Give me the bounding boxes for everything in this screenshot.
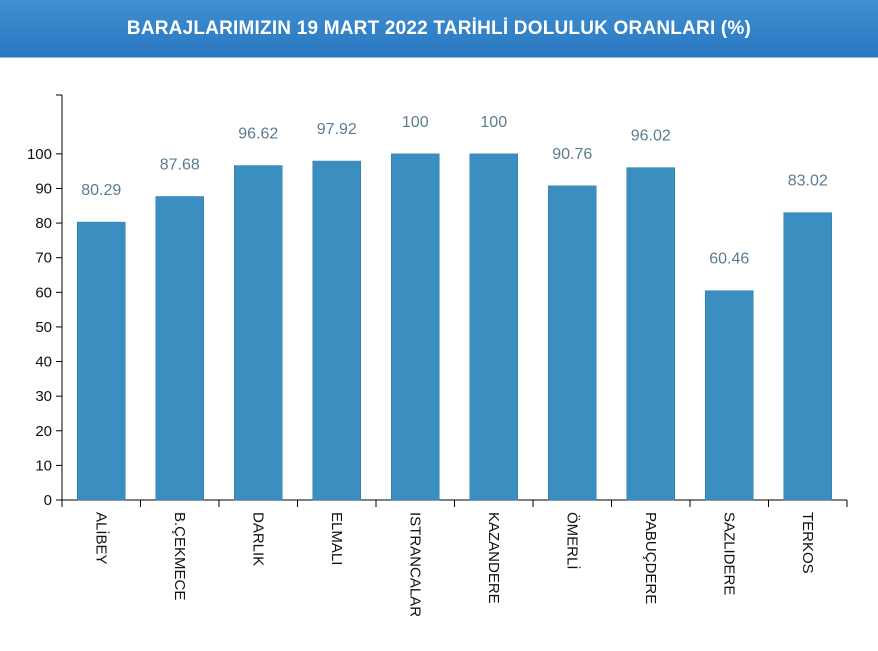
value-label-6: 90.76 bbox=[552, 146, 592, 163]
y-tick-label: 10 bbox=[35, 457, 52, 474]
value-labels: 80.29 87.68 96.62 97.92 100 100 90.76 96.02 60.4… bbox=[81, 114, 828, 268]
value-label-8: 60.46 bbox=[709, 251, 749, 268]
value-label-0: 80.29 bbox=[81, 182, 121, 199]
category-label-6: ÖMERLİ bbox=[563, 512, 581, 570]
bar-3 bbox=[312, 160, 361, 501]
x-axis bbox=[61, 499, 848, 507]
bar-chart: 0 10 20 30 40 50 60 70 80 90 100 80.29 87.68 96.62 97… bbox=[27, 94, 848, 617]
y-tick-label: 100 bbox=[27, 146, 52, 163]
y-tick-label: 0 bbox=[44, 492, 52, 509]
bar-4 bbox=[391, 153, 440, 501]
y-tick-label: 20 bbox=[35, 423, 52, 440]
y-tick-label: 50 bbox=[35, 319, 52, 336]
bar-6 bbox=[548, 185, 597, 501]
value-label-5: 100 bbox=[480, 114, 507, 131]
y-tick-label: 30 bbox=[35, 388, 52, 405]
chart-header: BARAJLARIMIZIN 19 MART 2022 TARİHLİ DOLU… bbox=[0, 0, 878, 58]
bar-2 bbox=[234, 165, 283, 501]
value-label-1: 87.68 bbox=[160, 156, 200, 173]
value-label-9: 83.02 bbox=[788, 173, 828, 190]
y-tick-label: 90 bbox=[35, 180, 52, 197]
category-label-5: KAZANDERE bbox=[485, 512, 502, 604]
category-label-9: TERKOS bbox=[799, 512, 816, 574]
chart-title: BARAJLARIMIZIN 19 MART 2022 TARİHLİ DOLU… bbox=[126, 17, 752, 39]
value-label-3: 97.92 bbox=[317, 121, 357, 138]
y-tick-label: 40 bbox=[35, 354, 52, 371]
bars bbox=[77, 153, 832, 501]
category-label-8: SAZLIDERE bbox=[720, 512, 737, 595]
bar-8 bbox=[705, 290, 754, 501]
category-label-0: ALİBEY bbox=[92, 512, 110, 565]
category-labels: ALİBEY B.ÇEKMECE DARLIK ELMALI ISTRANCALAR KA… bbox=[92, 512, 816, 617]
value-label-2: 96.62 bbox=[238, 126, 278, 143]
value-label-7: 96.02 bbox=[631, 128, 671, 145]
category-label-4: ISTRANCALAR bbox=[406, 512, 423, 617]
y-tick-label: 60 bbox=[35, 284, 52, 301]
bar-1 bbox=[155, 196, 204, 501]
bar-0 bbox=[77, 221, 126, 501]
category-label-1: B.ÇEKMECE bbox=[171, 512, 188, 600]
y-tick-label: 70 bbox=[35, 250, 52, 267]
bar-5 bbox=[469, 153, 518, 501]
bar-9 bbox=[783, 212, 832, 501]
category-label-2: DARLIK bbox=[249, 512, 266, 566]
category-label-7: PABUÇDERE bbox=[642, 512, 659, 604]
value-label-4: 100 bbox=[402, 114, 429, 131]
bar-7 bbox=[626, 167, 675, 501]
category-label-3: ELMALI bbox=[328, 512, 345, 565]
y-axis: 0 10 20 30 40 50 60 70 80 90 100 bbox=[27, 94, 63, 509]
y-tick-label: 80 bbox=[35, 215, 52, 232]
